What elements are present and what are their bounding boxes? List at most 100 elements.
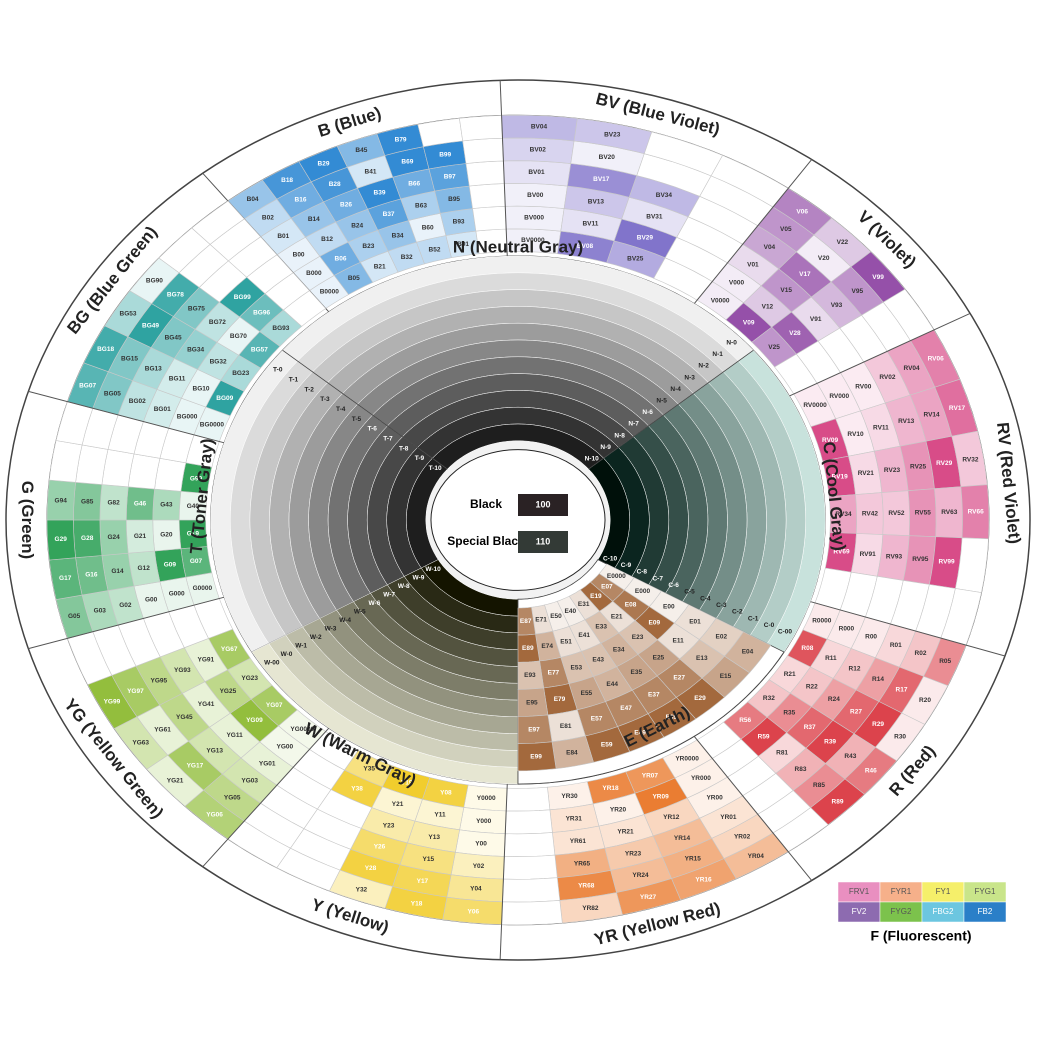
color-code: B18	[281, 177, 293, 184]
color-code: YR82	[582, 905, 599, 912]
color-code: BG0000	[200, 421, 225, 428]
color-code: YR31	[566, 815, 583, 822]
color-code: YR000	[691, 775, 711, 782]
gray-code: N-7	[628, 421, 639, 428]
color-code: Y11	[434, 812, 446, 819]
color-code: YG95	[150, 677, 167, 684]
color-code: RV06	[928, 356, 945, 363]
gray-label: N (Neutral Gray)	[453, 238, 583, 257]
color-code: V09	[743, 319, 755, 326]
color-code: BG57	[251, 347, 268, 354]
color-code: BG45	[165, 335, 182, 342]
gray-code: N-1	[712, 351, 723, 358]
color-code: V12	[762, 303, 774, 310]
color-code: E000	[635, 588, 651, 595]
color-code: BV34	[656, 192, 673, 199]
color-code: B06	[335, 256, 347, 263]
color-code: YG67	[221, 646, 238, 653]
divider	[28, 596, 225, 650]
color-code: BV000	[524, 215, 544, 222]
color-code: G28	[81, 535, 94, 542]
color-code: YR61	[570, 838, 587, 845]
color-code: E99	[530, 753, 542, 760]
color-code: G07	[190, 558, 203, 565]
color-code: Y21	[392, 801, 404, 808]
color-code: E59	[601, 741, 613, 748]
color-code: RV02	[879, 374, 896, 381]
gray-code: T-1	[289, 377, 299, 384]
color-code: Y35	[363, 766, 375, 773]
color-code: R35	[783, 710, 795, 717]
color-code: B14	[308, 216, 320, 223]
color-code: E71	[535, 616, 547, 623]
empty-cell	[504, 809, 553, 835]
color-code: BG23	[232, 370, 249, 377]
color-code: B02	[262, 215, 274, 222]
gray-code: C-00	[778, 629, 792, 636]
color-code: E37	[648, 691, 660, 698]
color-code: R000	[839, 626, 855, 633]
color-code: E97	[528, 726, 540, 733]
color-code: E51	[560, 639, 572, 646]
color-code: G000	[169, 591, 185, 598]
color-code: R39	[824, 738, 836, 745]
fluorescent-code: FRV1	[849, 887, 870, 896]
black-label: Special Black	[447, 534, 525, 548]
color-code: B97	[444, 174, 456, 181]
color-code: R81	[776, 750, 788, 757]
color-code: RV000	[829, 393, 849, 400]
color-code: E77	[548, 670, 560, 677]
color-code: RV23	[884, 467, 901, 474]
color-code: E89	[522, 645, 534, 652]
color-code: E23	[632, 634, 644, 641]
color-code: E53	[571, 664, 583, 671]
fluorescent-code: FB2	[978, 907, 993, 916]
color-code: R11	[825, 655, 837, 662]
divider	[693, 735, 813, 881]
color-code: G43	[160, 502, 173, 509]
gray-code: C-4	[700, 595, 711, 602]
color-code: B34	[392, 232, 404, 239]
color-code: BG02	[129, 398, 146, 405]
divider	[499, 80, 508, 257]
color-code: Y23	[383, 822, 395, 829]
color-code: E01	[689, 618, 701, 625]
color-code: B32	[401, 254, 413, 261]
gray-code: W-00	[264, 659, 280, 666]
color-code: E34	[613, 646, 625, 653]
color-code: YR01	[720, 814, 737, 821]
color-code: BG78	[167, 292, 184, 299]
gray-code: T-0	[273, 367, 283, 374]
gray-code: C-8	[637, 569, 648, 576]
color-code: BG90	[146, 278, 163, 285]
color-code: YG91	[197, 656, 214, 663]
color-code: BV02	[530, 146, 547, 153]
color-code: RV42	[862, 511, 879, 518]
color-code: B12	[321, 236, 333, 243]
color-code: V04	[764, 244, 776, 251]
color-code: V95	[852, 288, 864, 295]
color-code: E09	[649, 619, 661, 626]
color-code: RV13	[898, 418, 915, 425]
color-code: YG23	[241, 675, 258, 682]
color-code: YG05	[224, 794, 241, 801]
color-code: G85	[81, 498, 94, 505]
color-code: YR27	[640, 894, 657, 901]
color-code: RV55	[915, 510, 932, 517]
color-code: BV31	[646, 213, 663, 220]
color-code: BG05	[104, 390, 121, 397]
color-code: BG99	[234, 294, 251, 301]
black-swatch	[518, 531, 568, 553]
color-code: B95	[448, 196, 460, 203]
color-code: E47	[620, 705, 632, 712]
color-code: BV01	[528, 169, 545, 176]
color-code: R59	[758, 733, 770, 740]
color-code: Y06	[468, 908, 480, 915]
gray-code: C-10	[603, 555, 617, 562]
color-code: BG13	[145, 366, 162, 373]
color-code: Y04	[470, 886, 482, 893]
gray-code: W-7	[383, 591, 395, 598]
color-code: V06	[796, 208, 808, 215]
empty-cell	[501, 900, 563, 926]
color-code: YG09	[246, 717, 263, 724]
